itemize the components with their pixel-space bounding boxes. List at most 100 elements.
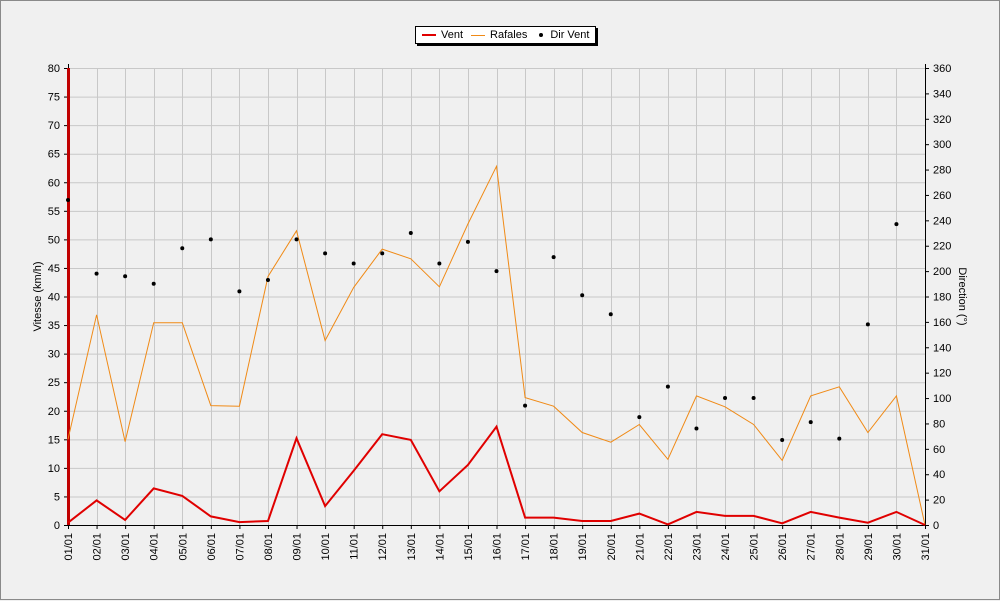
y-tick-label-left: 75	[48, 92, 60, 104]
x-tick-label: 29/01	[863, 533, 875, 561]
data-point-dir-vent	[523, 403, 528, 408]
y-tick-label-right: 60	[933, 444, 945, 456]
x-tick-label: 19/01	[577, 533, 589, 561]
x-tick-label: 01/01	[63, 533, 75, 561]
legend-swatch-vent	[422, 34, 436, 36]
y-tick-label-right: 240	[933, 215, 951, 227]
legend-label-vent: Vent	[441, 29, 464, 41]
x-tick-label: 04/01	[149, 533, 161, 561]
x-tick-label: 16/01	[492, 533, 504, 561]
data-point-dir-vent	[865, 322, 870, 327]
legend-swatch-dir-vent	[539, 33, 544, 37]
series-line-vent	[67, 424, 926, 526]
data-point-dir-vent	[237, 289, 242, 294]
y-tick-label-left: 15	[48, 434, 60, 446]
y-tick-label-right: 80	[933, 418, 945, 430]
x-tick-label: 17/01	[520, 533, 532, 561]
y-tick-label-right: 260	[933, 190, 951, 202]
data-point-dir-vent	[294, 237, 299, 242]
legend-item-vent: Vent	[422, 29, 463, 41]
y-tick-label-right: 140	[933, 342, 951, 354]
data-point-dir-vent	[637, 415, 642, 420]
y-tick-label-left: 5	[54, 491, 60, 503]
data-point-dir-vent	[780, 437, 785, 442]
data-point-dir-vent	[723, 396, 728, 401]
x-tick-label: 14/01	[434, 533, 446, 561]
x-tick-label: 30/01	[891, 533, 903, 561]
data-point-dir-vent	[208, 237, 213, 242]
y-axis-title-left: Vitesse (km/h)	[32, 261, 44, 331]
x-tick-label: 10/01	[320, 533, 332, 561]
y-axis-title-right: Direction (°)	[956, 267, 968, 325]
data-point-dir-vent	[665, 384, 670, 389]
data-point-dir-vent	[151, 281, 156, 286]
x-tick-label: 15/01	[463, 533, 475, 561]
data-point-dir-vent	[751, 396, 756, 401]
y-tick-label-left: 70	[48, 120, 60, 132]
y-tick-label-right: 160	[933, 317, 951, 329]
y-tick-label-right: 320	[933, 114, 951, 126]
y-tick-label-left: 40	[48, 292, 60, 304]
x-tick-label: 11/01	[349, 533, 361, 560]
data-point-dir-vent	[351, 261, 356, 266]
legend-item-dir-vent: Dir Vent	[535, 29, 589, 41]
data-point-dir-vent	[494, 269, 499, 274]
y-tick-label-left: 60	[48, 177, 60, 189]
data-point-dir-vent	[894, 222, 899, 227]
x-tick-label: 06/01	[206, 533, 218, 561]
series-line-rafales	[67, 164, 926, 526]
legend-label-dir-vent: Dir Vent	[550, 29, 590, 41]
data-point-dir-vent	[551, 255, 556, 260]
y-tick-label-right: 360	[933, 63, 951, 75]
x-tick-label: 13/01	[406, 533, 418, 561]
y-tick-label-left: 0	[54, 520, 60, 532]
x-tick-label: 20/01	[606, 533, 618, 561]
y-tick-label-left: 30	[48, 349, 60, 361]
y-tick-label-left: 55	[48, 206, 60, 218]
y-tick-label-right: 280	[933, 165, 951, 177]
y-tick-label-right: 100	[933, 393, 951, 405]
y-tick-label-left: 35	[48, 320, 60, 332]
data-point-dir-vent	[608, 312, 613, 317]
data-point-dir-vent	[323, 251, 328, 256]
data-point-dir-vent	[837, 436, 842, 441]
data-point-dir-vent	[94, 271, 99, 276]
x-tick-label: 31/01	[920, 533, 932, 561]
data-point-dir-vent	[265, 277, 270, 282]
y-tick-label-left: 45	[48, 263, 60, 275]
x-tick-label: 18/01	[549, 533, 561, 561]
x-tick-label: 09/01	[292, 533, 304, 561]
y-tick-label-right: 300	[933, 139, 951, 151]
data-point-dir-vent	[380, 251, 385, 256]
x-tick-label: 28/01	[834, 533, 846, 561]
y-tick-label-right: 40	[933, 469, 945, 481]
legend: Vent Rafales Dir Vent	[415, 26, 597, 44]
data-point-dir-vent	[66, 198, 70, 203]
x-tick-label: 08/01	[263, 533, 275, 561]
data-point-dir-vent	[580, 293, 585, 298]
y-tick-label-right: 200	[933, 266, 951, 278]
data-point-dir-vent	[180, 246, 185, 251]
x-tick-label: 05/01	[177, 533, 189, 561]
y-tick-label-left: 20	[48, 406, 60, 418]
y-tick-label-right: 340	[933, 88, 951, 100]
y-tick-label-left: 65	[48, 149, 60, 161]
left-axis-highlight	[67, 68, 70, 525]
data-point-dir-vent	[465, 239, 470, 244]
y-tick-label-left: 80	[48, 63, 60, 75]
legend-swatch-rafales	[471, 34, 486, 36]
x-tick-label: 03/01	[120, 533, 132, 561]
y-tick-label-right: 120	[933, 368, 951, 380]
data-point-dir-vent	[694, 426, 699, 431]
x-tick-label: 22/01	[663, 533, 675, 561]
x-tick-label: 23/01	[691, 533, 703, 561]
x-tick-label: 07/01	[234, 533, 246, 561]
data-point-dir-vent	[408, 231, 413, 236]
x-tick-label: 25/01	[749, 533, 761, 561]
data-point-dir-vent	[808, 420, 813, 425]
y-tick-label-left: 50	[48, 234, 60, 246]
y-tick-label-right: 180	[933, 292, 951, 304]
y-tick-label-right: 20	[933, 495, 945, 507]
